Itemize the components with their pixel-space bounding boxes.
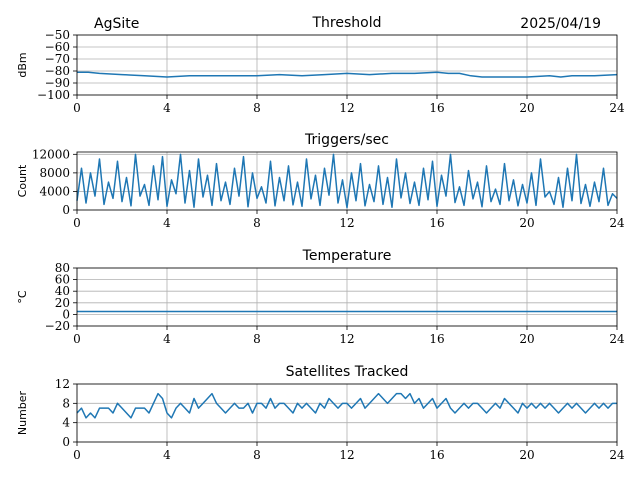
panel-2-xtick-label: 20 (519, 216, 534, 230)
site-name: AgSite (94, 16, 139, 32)
panel-1-ytick-label: −100 (37, 88, 70, 102)
panel-3-xtick-label: 4 (163, 332, 171, 346)
panel-2-xtick-label: 8 (253, 216, 261, 230)
panel-4-xtick-label: 16 (429, 448, 444, 462)
panel-2-xtick-label: 12 (339, 216, 354, 230)
panel-2-ytick-label: 8000 (39, 166, 70, 180)
panel-3-xtick-label: 20 (519, 332, 534, 346)
panel-3-title: Temperature (302, 248, 392, 264)
panel-1-xtick-label: 16 (429, 101, 444, 115)
panel-2-xtick-label: 4 (163, 216, 171, 230)
panel-4-xtick-label: 8 (253, 448, 261, 462)
panel-4-ytick-label: 0 (62, 435, 70, 449)
panel-1-ytick-label: −90 (45, 76, 70, 90)
panel-3-ytick-label: 60 (55, 273, 70, 287)
panel-1-ytick-label: −70 (45, 52, 70, 66)
panel-1-xtick-label: 8 (253, 101, 261, 115)
panel-2-xtick-label: 24 (609, 216, 625, 230)
panel-4-xtick-label: 4 (163, 448, 171, 462)
panel-3-xtick-label: 16 (429, 332, 444, 346)
panel-3-xtick-label: 12 (339, 332, 354, 346)
panel-4-xtick-label: 0 (73, 448, 81, 462)
panel-4-ytick-label: 12 (55, 377, 70, 391)
report-date: 2025/04/19 (520, 16, 601, 32)
panel-4-xtick-label: 20 (519, 448, 534, 462)
panel-3-ytick-label: −20 (45, 319, 70, 333)
panel-1-ytick-label: −80 (45, 64, 70, 78)
panel-4-ytick-label: 8 (62, 396, 70, 410)
panel-4-ytick-label: 4 (62, 416, 70, 430)
panel-1-ytick-label: −60 (45, 40, 70, 54)
panel-3-xtick-label: 0 (73, 332, 81, 346)
panel-3-xtick-label: 8 (253, 332, 261, 346)
panel-1-xtick-label: 12 (339, 101, 354, 115)
panel-2-ytick-label: 0 (62, 203, 70, 217)
panel-4-xtick-label: 12 (339, 448, 354, 462)
panel-1-ytick-label: −50 (45, 28, 70, 42)
panel-1-xtick-label: 0 (73, 101, 81, 115)
panel-3-xtick-label: 24 (609, 332, 625, 346)
panel-4-title: Satellites Tracked (286, 364, 409, 380)
panel-3-ytick-label: 0 (62, 307, 70, 321)
panel-1-title: Threshold (312, 15, 382, 31)
panel-2-xtick-label: 16 (429, 216, 444, 230)
panel-1-series-line (77, 71, 618, 78)
panel-3-ytick-label: 40 (55, 284, 70, 298)
panel-1-xtick-label: 24 (609, 101, 625, 115)
panel-4-series-line (76, 392, 617, 419)
panel-4-xtick-label: 24 (609, 448, 625, 462)
panel-2-series-line (76, 153, 618, 209)
panel-2-ytick-label: 12000 (32, 147, 70, 161)
panel-3-ylabel: °C (16, 290, 29, 304)
panel-3-ytick-label: 20 (55, 296, 70, 310)
panel-2-ylabel: Count (16, 164, 29, 197)
panel-2-title: Triggers/sec (304, 132, 389, 148)
panel-1-ylabel: dBm (16, 52, 29, 77)
panel-2-xtick-label: 0 (73, 216, 81, 230)
panel-1-xtick-label: 20 (519, 101, 534, 115)
panel-2-ytick-label: 4000 (39, 184, 70, 198)
panel-4-ylabel: Number (16, 390, 29, 435)
panel-3-ytick-label: 80 (55, 261, 70, 275)
panel-1-xtick-label: 4 (163, 101, 171, 115)
